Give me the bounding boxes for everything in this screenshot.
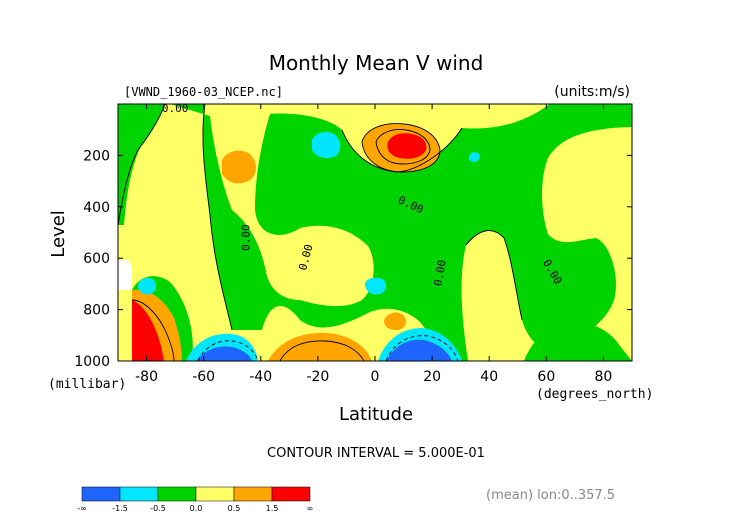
x-tick-label: 40 xyxy=(480,369,498,385)
region-orange-upper-left xyxy=(222,150,256,184)
contour-line-3 xyxy=(375,129,431,165)
region-blue-sw1 xyxy=(196,346,252,361)
region-orange-small-eq xyxy=(384,312,406,330)
contour-value-label: 0.00 xyxy=(239,224,252,251)
units-label: (units:m/s) xyxy=(554,84,630,100)
contour-value-label: 0.00 xyxy=(431,259,448,287)
region-red-sw xyxy=(132,300,164,361)
x-tick-label: 0 xyxy=(371,369,380,385)
x-tick-label: 20 xyxy=(423,369,441,385)
region-orange-s20 xyxy=(268,332,372,361)
x-tick-label: -20 xyxy=(306,369,329,385)
region-white-corner xyxy=(118,260,132,290)
region-red-jet xyxy=(387,133,427,159)
plot-area xyxy=(117,103,633,362)
region-blue-eq xyxy=(386,339,452,361)
x-tick-label: -80 xyxy=(135,369,158,385)
y-tick-label: 1000 xyxy=(74,354,110,370)
y-tick-label: 400 xyxy=(83,200,110,216)
region-cyan-mid-eq xyxy=(365,277,387,295)
footer-label: (mean) lon:0..357.5 xyxy=(486,488,615,503)
colorbar-tick-label: 0.5 xyxy=(228,504,241,513)
region-green-main xyxy=(170,104,632,361)
colorbar-swatch xyxy=(271,486,311,502)
chart-title: Monthly Mean V wind xyxy=(269,51,484,75)
x-axis: -80 -60 -40 -20 0 20 40 60 80 xyxy=(135,104,612,385)
y-axis: 200 400 600 800 1000 xyxy=(74,148,632,370)
contour-line-0 xyxy=(118,104,166,226)
contour-line-5 xyxy=(465,230,523,321)
y-tick-label: 600 xyxy=(83,251,110,267)
contour-line-negative-1 xyxy=(385,335,459,361)
contour-line-negative-0 xyxy=(197,340,259,361)
region-cyan-upper-right xyxy=(468,152,480,162)
colorbar-tick-label: ∞ xyxy=(307,504,314,513)
region-cyan-upper-left xyxy=(312,132,341,158)
colorbar-tick-label: 0.0 xyxy=(190,504,203,513)
contour-line-2 xyxy=(361,123,441,173)
contour-line-1 xyxy=(202,104,233,331)
colorbar: -∞ -1.5 -0.5 0.0 0.5 1.5 ∞ xyxy=(77,486,314,513)
region-green-low-right xyxy=(524,321,632,361)
contour-value-label: 0.00 xyxy=(162,102,189,115)
colorbar-tick-label: -∞ xyxy=(77,504,87,513)
x-units-label: (degrees_north) xyxy=(536,387,653,402)
colorbar-swatch xyxy=(81,486,121,502)
contour-interval-label: CONTOUR INTERVAL = 5.000E-01 xyxy=(267,446,485,461)
region-yellow-left-upper xyxy=(124,230,150,270)
x-tick-label: 80 xyxy=(595,369,613,385)
x-tick-label: 60 xyxy=(537,369,555,385)
region-green-left-edge xyxy=(118,104,165,225)
source-label: [VWND_1960-03_NCEP.nc] xyxy=(124,85,283,99)
y-axis-label: Level xyxy=(48,210,69,258)
colorbar-tick-label: -1.5 xyxy=(112,504,128,513)
y-tick-label: 200 xyxy=(83,148,110,164)
contour-line-7 xyxy=(131,299,175,361)
contour-labels: 0.000.000.000.000.00 0.00 xyxy=(162,102,565,287)
colorbar-tick-label: 1.5 xyxy=(266,504,279,513)
y-units-label: (millibar) xyxy=(48,377,126,392)
x-tick-label: -60 xyxy=(192,369,215,385)
contour-line-6 xyxy=(279,340,365,361)
colorbar-tick-label: -0.5 xyxy=(150,504,166,513)
x-tick-label: -40 xyxy=(249,369,272,385)
y-tick-label: 800 xyxy=(83,303,110,319)
colorbar-swatch xyxy=(119,486,159,502)
region-cyan-mid-left xyxy=(138,277,157,295)
colorbar-swatch xyxy=(157,486,197,502)
contour-line-4 xyxy=(341,127,463,173)
colorbar-swatch xyxy=(195,486,235,502)
colorbar-swatch xyxy=(233,486,273,502)
x-axis-label: Latitude xyxy=(339,404,413,425)
